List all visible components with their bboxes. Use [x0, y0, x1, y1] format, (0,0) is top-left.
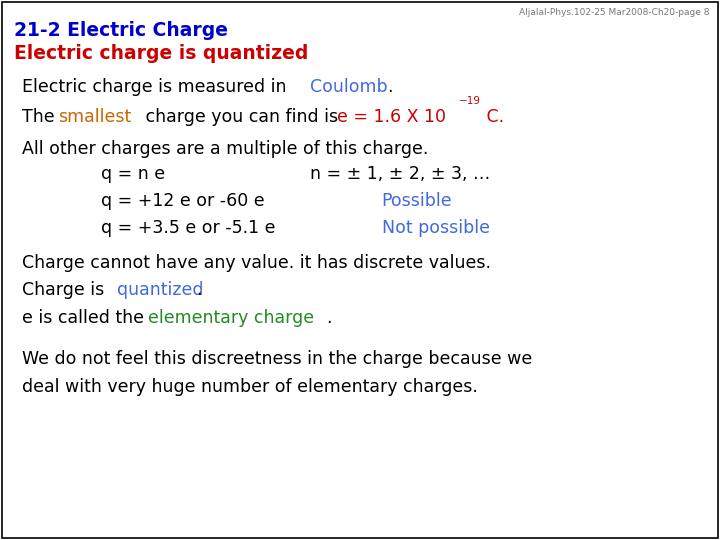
Text: −19: −19 — [459, 96, 482, 106]
Text: Possible: Possible — [382, 192, 452, 210]
Text: deal with very huge number of elementary charges.: deal with very huge number of elementary… — [22, 378, 477, 396]
Text: Charge cannot have any value. it has discrete values.: Charge cannot have any value. it has dis… — [22, 254, 490, 272]
Text: .: . — [387, 78, 393, 96]
Text: e is called the: e is called the — [22, 309, 149, 327]
Text: q = n e: q = n e — [101, 165, 165, 183]
Text: Charge is: Charge is — [22, 281, 109, 299]
Text: All other charges are a multiple of this charge.: All other charges are a multiple of this… — [22, 140, 428, 158]
Text: Electric charge is quantized: Electric charge is quantized — [14, 44, 309, 63]
Text: The: The — [22, 108, 60, 126]
Text: smallest: smallest — [58, 108, 131, 126]
Text: C.: C. — [481, 108, 504, 126]
Text: Electric charge is measured in: Electric charge is measured in — [22, 78, 292, 96]
Text: We do not feel this discreetness in the charge because we: We do not feel this discreetness in the … — [22, 350, 532, 368]
Text: charge you can find is: charge you can find is — [140, 108, 338, 126]
Text: 21-2 Electric Charge: 21-2 Electric Charge — [14, 21, 228, 39]
Text: .: . — [326, 309, 332, 327]
Text: Aljalal-Phys.102-25 Mar2008-Ch20-page 8: Aljalal-Phys.102-25 Mar2008-Ch20-page 8 — [518, 8, 709, 17]
Text: .: . — [196, 281, 202, 299]
Text: elementary charge: elementary charge — [148, 309, 315, 327]
Text: e = 1.6 X 10: e = 1.6 X 10 — [337, 108, 446, 126]
Text: quantized: quantized — [117, 281, 203, 299]
Text: n = ± 1, ± 2, ± 3, …: n = ± 1, ± 2, ± 3, … — [310, 165, 490, 183]
Text: Not possible: Not possible — [382, 219, 490, 237]
Text: q = +3.5 e or -5.1 e: q = +3.5 e or -5.1 e — [101, 219, 275, 237]
Text: Coulomb: Coulomb — [310, 78, 387, 96]
Text: q = +12 e or -60 e: q = +12 e or -60 e — [101, 192, 264, 210]
